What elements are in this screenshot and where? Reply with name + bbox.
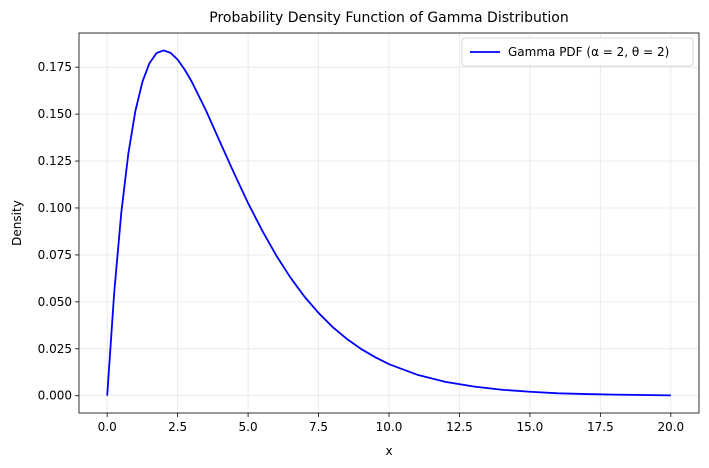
x-axis-label: x <box>385 444 392 458</box>
x-axis-ticks: 0.0 2.5 5.0 7.5 10.0 12.5 15.0 17.5 20.0 <box>98 413 684 434</box>
y-tick-label: 0.150 <box>38 107 72 121</box>
x-tick-label: 2.5 <box>168 420 187 434</box>
x-tick-label: 7.5 <box>309 420 328 434</box>
legend-box <box>461 37 694 67</box>
y-axis-ticks: 0.000 0.025 0.050 0.075 0.100 0.125 0.150 0.175 <box>38 60 79 403</box>
x-tick-label: 20.0 <box>657 420 684 434</box>
x-tick-label: 0.0 <box>98 420 117 434</box>
chart-title: Probability Density Function of Gamma Di… <box>209 10 568 26</box>
series-layer <box>106 49 671 397</box>
y-tick-label: 0.075 <box>38 248 72 262</box>
y-tick-label: 0.025 <box>38 342 72 356</box>
x-tick-label: 10.0 <box>376 420 403 434</box>
legend-label: Gamma PDF (α = 2, θ = 2) <box>508 45 669 59</box>
legend: Gamma PDF (α = 2, θ = 2) <box>461 37 694 67</box>
x-tick-label: 12.5 <box>446 420 473 434</box>
series-line <box>106 49 671 397</box>
x-tick-label: 17.5 <box>587 420 614 434</box>
y-tick-label: 0.000 <box>38 389 72 403</box>
y-tick-label: 0.050 <box>38 295 72 309</box>
x-tick-label: 15.0 <box>517 420 544 434</box>
y-tick-label: 0.175 <box>38 60 72 74</box>
y-axis-label: Density <box>10 200 24 246</box>
y-tick-label: 0.125 <box>38 154 72 168</box>
grid-lines <box>79 33 699 413</box>
y-tick-label: 0.100 <box>38 201 72 215</box>
x-tick-label: 5.0 <box>239 420 258 434</box>
